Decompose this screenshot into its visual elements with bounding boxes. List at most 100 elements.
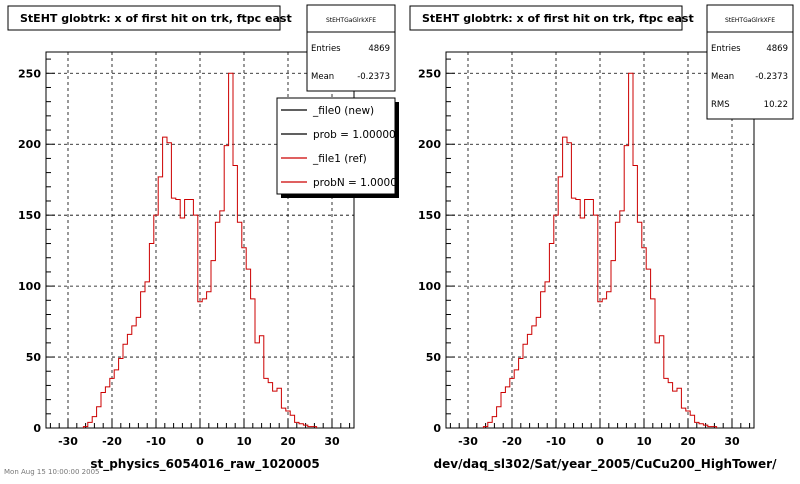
histogram-bin bbox=[659, 336, 663, 428]
histogram-bin bbox=[519, 358, 523, 428]
histogram-bin bbox=[136, 317, 140, 428]
legend-box bbox=[276, 97, 396, 195]
histogram-bin bbox=[264, 378, 268, 428]
histogram-bin bbox=[141, 292, 145, 428]
histogram-bin bbox=[88, 422, 92, 428]
histogram-bin bbox=[308, 427, 312, 428]
histogram-bin bbox=[167, 143, 171, 428]
histogram-bin bbox=[580, 218, 584, 428]
x-tick-label: 20 bbox=[680, 435, 696, 448]
x-tick-label: -30 bbox=[458, 435, 478, 448]
histogram-bin bbox=[237, 222, 241, 428]
histogram-bin bbox=[97, 407, 101, 428]
histogram-bin bbox=[686, 411, 690, 428]
stats-name: StEHTGaGlrkXFE bbox=[725, 17, 775, 24]
histogram-bin bbox=[163, 137, 167, 428]
histogram-bin bbox=[549, 244, 553, 428]
histogram-bin bbox=[229, 73, 233, 428]
histogram-bin bbox=[207, 292, 211, 428]
stats-label: Mean bbox=[311, 72, 334, 82]
histogram-bin bbox=[708, 427, 712, 428]
histogram-bin bbox=[699, 424, 703, 428]
histogram-bin bbox=[211, 261, 215, 428]
histogram-bin bbox=[695, 422, 699, 428]
histogram-bin bbox=[290, 415, 294, 428]
histogram-bin bbox=[545, 282, 549, 428]
histogram-bin bbox=[483, 427, 487, 428]
histogram-bin bbox=[224, 146, 228, 428]
histogram-bin bbox=[145, 282, 149, 428]
histogram-bin bbox=[295, 422, 299, 428]
histogram-series-line bbox=[82, 72, 318, 428]
x-tick-label: 0 bbox=[596, 435, 604, 448]
histogram-bin bbox=[242, 248, 246, 428]
histogram-bin bbox=[602, 299, 606, 428]
histogram-bin bbox=[690, 415, 694, 428]
y-tick-label: 150 bbox=[418, 209, 441, 222]
histogram-bin bbox=[589, 200, 593, 428]
histogram-bin bbox=[593, 215, 597, 428]
y-tick-label: 250 bbox=[418, 67, 441, 80]
histogram-bin bbox=[646, 269, 650, 428]
histogram-bin bbox=[123, 344, 127, 428]
stats-value: -0.2373 bbox=[357, 72, 390, 82]
x-tick-label: 20 bbox=[280, 435, 296, 448]
histogram-bin bbox=[303, 425, 307, 428]
y-tick-label: 0 bbox=[33, 422, 41, 435]
x-tick-label: 10 bbox=[636, 435, 652, 448]
histogram-bin bbox=[558, 177, 562, 428]
histogram-bin bbox=[273, 391, 277, 428]
histogram-bin bbox=[233, 166, 237, 428]
x-tick-label: 10 bbox=[236, 435, 252, 448]
y-tick-label: 50 bbox=[26, 351, 42, 364]
x-tick-label: -20 bbox=[502, 435, 522, 448]
chart-title: StEHT globtrk: x of first hit on trk, ft… bbox=[422, 12, 694, 25]
stats-value: 4869 bbox=[766, 44, 788, 54]
histogram-bin bbox=[185, 200, 189, 428]
histogram-bin bbox=[633, 166, 637, 428]
stats-label: Mean bbox=[711, 72, 734, 82]
histogram-bin bbox=[536, 317, 540, 428]
histogram-bin bbox=[158, 177, 162, 428]
histogram-bin bbox=[110, 378, 114, 428]
histogram-bin bbox=[615, 222, 619, 428]
footer-timestamp: Mon Aug 15 10:00:00 2005 bbox=[4, 468, 100, 476]
legend-label: _file0 (new) bbox=[312, 105, 374, 117]
histogram-bin bbox=[510, 378, 514, 428]
legend: _file0 (new) prob = 1.000000 _file1 (ref) p… bbox=[276, 97, 410, 198]
y-tick-label: 100 bbox=[418, 280, 441, 293]
stats-box bbox=[706, 4, 794, 120]
x-tick-label: -10 bbox=[146, 435, 166, 448]
histogram-bin bbox=[624, 146, 628, 428]
histogram-bin bbox=[132, 326, 136, 428]
y-tick-label: 250 bbox=[18, 67, 41, 80]
histogram-bin bbox=[505, 387, 509, 428]
x-axis-label: st_physics_6054016_raw_1020005 bbox=[90, 457, 319, 472]
histogram-bin bbox=[651, 299, 655, 428]
histogram-bin bbox=[514, 370, 518, 428]
histogram-bin bbox=[105, 387, 109, 428]
histogram-bin bbox=[541, 292, 545, 428]
histogram-bin bbox=[119, 358, 123, 428]
histogram-bin bbox=[673, 391, 677, 428]
stats-label: Entries bbox=[311, 44, 341, 54]
legend-entries: _file0 (new) prob = 1.000000 _file1 (ref) p… bbox=[281, 105, 410, 189]
histogram-bin bbox=[576, 200, 580, 428]
histogram-bin bbox=[189, 200, 193, 428]
histogram-bin bbox=[268, 383, 272, 428]
legend-label: probN = 1.000000 bbox=[313, 177, 410, 189]
y-tick-label: 200 bbox=[18, 138, 41, 151]
histogram-bin bbox=[681, 408, 685, 428]
histogram-bin bbox=[607, 292, 611, 428]
histogram-bin bbox=[83, 427, 87, 428]
histogram-bin bbox=[629, 73, 633, 428]
histogram-bin bbox=[554, 215, 558, 428]
histogram-bin bbox=[171, 198, 175, 428]
histogram-panel-2: -30 -20 -10 0 10 20 30 0 50 100 150 200 250 StEHT glo… bbox=[409, 4, 794, 472]
histogram-bin bbox=[149, 244, 153, 428]
histogram-bin bbox=[154, 215, 158, 428]
title-box bbox=[7, 5, 281, 31]
stats-name: StEHTGaGlrkXFE bbox=[326, 17, 376, 24]
